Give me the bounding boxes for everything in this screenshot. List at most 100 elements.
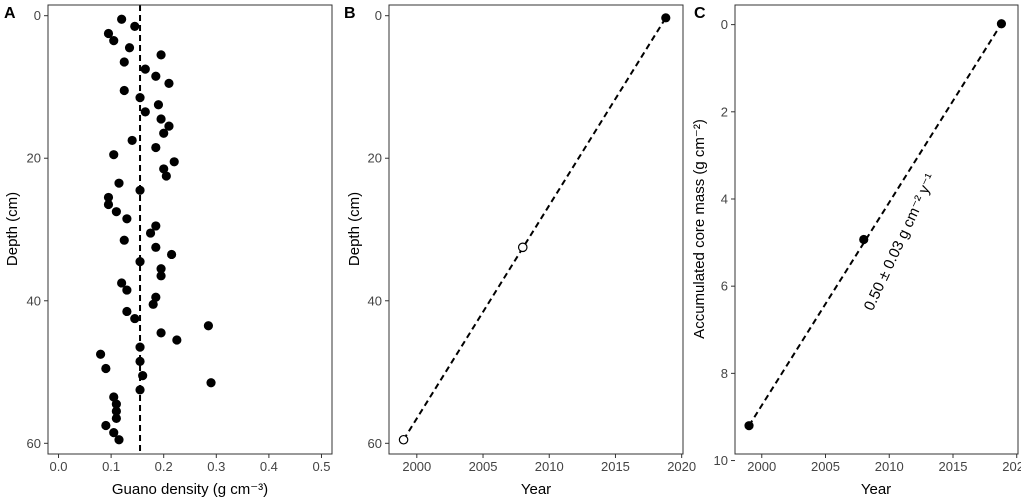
- panel-c-x-axis: 2000 2005 2010 2015 2020: [747, 454, 1021, 474]
- panel-a-data-point: [103, 28, 114, 39]
- panel-b-x-tick-label: 2020: [667, 459, 696, 474]
- panel-c-y-tick-label: 8: [721, 366, 728, 381]
- panel-a-data-point: [140, 64, 150, 74]
- panel-a-data-point: [101, 363, 111, 374]
- panel-c-frame: [734, 4, 1019, 455]
- panel-a-y-title: Depth (cm): [4, 192, 21, 266]
- panel-c: C 2000 2005 2010 2015 2020 0 2 4 6 8 10 Year Accu…: [691, 4, 1021, 498]
- panel-c-letter: C: [694, 5, 706, 22]
- panel-a-data-point: [119, 57, 129, 67]
- panel-a-letter: A: [4, 5, 16, 22]
- panel-c-y-tick-label: 0: [721, 17, 728, 32]
- panel-c-rate-annotation: 0.50 ± 0.03 g cm⁻² y⁻¹: [861, 171, 939, 313]
- panel-a-data-point: [117, 14, 127, 24]
- panel-b-points: [398, 13, 671, 445]
- panel-c-x-tick-label: 2010: [875, 459, 904, 474]
- panel-a-x-tick-label: 0.4: [260, 459, 278, 474]
- panel-a-data-point: [119, 85, 129, 96]
- panel-a-data-point: [164, 121, 174, 131]
- panel-a-data-point: [111, 207, 121, 217]
- panel-b-frame: [388, 4, 684, 455]
- panel-a-y-tick-label: 20: [27, 151, 41, 166]
- panel-c-x-tick-label: 2005: [811, 459, 840, 474]
- panel-a-data-point: [114, 435, 124, 445]
- panel-a-data-point: [156, 271, 166, 281]
- panel-a-data-point: [140, 107, 150, 117]
- panel-c-data-point: [996, 19, 1007, 29]
- panel-a-y-tick-label: 60: [27, 436, 41, 451]
- panel-a-y-axis: 0 20 40 60: [27, 8, 48, 451]
- panel-a-data-point: [101, 420, 111, 431]
- panel-a-data-point: [153, 100, 164, 110]
- panel-b: B 2000 2005 2010 2015 2020 0 20 40 60 Year Dept…: [344, 4, 696, 498]
- panel-b-x-tick-label: 2010: [535, 459, 564, 474]
- panel-c-x-title: Year: [861, 481, 891, 498]
- panel-a-y-tick-label: 40: [27, 293, 41, 308]
- panel-b-y-tick-label: 0: [375, 8, 382, 23]
- panel-a-x-tick-label: 0.5: [312, 459, 330, 474]
- panel-c-y-tick-label: 2: [721, 104, 728, 119]
- panel-a-data-point: [159, 128, 169, 138]
- panel-a-data-point: [103, 199, 114, 210]
- panel-a-data-point: [124, 43, 135, 53]
- panel-a-x-title: Guano density (g cm⁻³): [112, 481, 268, 498]
- panel-a-data-point: [127, 135, 137, 146]
- panel-a-points: [95, 14, 216, 445]
- panel-c-x-tick-label: 2000: [747, 459, 776, 474]
- panel-c-y-tick-label: 4: [721, 191, 728, 206]
- panel-c-y-tick-label: 6: [721, 279, 728, 294]
- panel-c-x-tick-label: 2020: [1002, 459, 1021, 474]
- panel-a-x-axis: 0.0 0.1 0.2 0.3 0.4 0.5: [49, 454, 331, 474]
- panel-c-fit-line: [748, 23, 1003, 427]
- panel-a-x-tick-label: 0.0: [49, 459, 67, 474]
- panel-c-x-tick-label: 2015: [939, 459, 968, 474]
- panel-b-x-title: Year: [521, 481, 551, 498]
- panel-a-data-point: [109, 36, 119, 46]
- panel-a-data-point: [151, 221, 161, 231]
- panel-a-y-tick-label: 0: [34, 8, 41, 23]
- panel-c-y-tick-label: 10: [714, 453, 728, 468]
- panel-b-y-title: Depth (cm): [346, 192, 363, 266]
- panel-a-data-point: [164, 78, 174, 88]
- panel-a-data-point: [117, 278, 127, 288]
- panel-b-letter: B: [344, 5, 356, 22]
- panel-a-data-point: [122, 214, 132, 224]
- panel-b-y-tick-label: 60: [368, 436, 382, 451]
- panel-a-data-point: [95, 349, 106, 359]
- panel-a-data-point: [130, 313, 140, 324]
- panel-a-data-point: [130, 21, 140, 31]
- panel-a: A 0.0 0.1 0.2 0.3 0.4 0.5 0 20 40 60 Guano densi…: [4, 4, 333, 498]
- panel-a-x-tick-label: 0.1: [102, 459, 120, 474]
- panel-a-data-point: [122, 306, 132, 317]
- panel-a-data-point: [169, 157, 179, 167]
- panel-a-data-point: [166, 249, 177, 260]
- panel-a-data-point: [111, 413, 121, 423]
- panel-a-data-point: [122, 285, 132, 295]
- panel-c-data-point: [744, 421, 754, 431]
- panel-a-x-tick-label: 0.2: [155, 459, 173, 474]
- panel-b-data-point: [398, 434, 409, 445]
- panel-b-fit-line: [402, 17, 667, 441]
- panel-b-x-tick-label: 2005: [469, 459, 498, 474]
- panel-c-data-point: [859, 234, 869, 245]
- panel-a-frame: [47, 4, 333, 455]
- panel-a-data-point: [172, 335, 182, 345]
- panel-a-data-point: [156, 114, 166, 124]
- panel-b-data-point: [517, 242, 528, 253]
- panel-a-data-point: [151, 242, 161, 252]
- panel-a-data-point: [151, 142, 161, 153]
- panel-a-data-point: [109, 428, 119, 438]
- panel-a-data-point: [114, 178, 124, 188]
- panel-b-y-axis: 0 20 40 60: [368, 8, 389, 451]
- panel-a-data-point: [206, 378, 216, 388]
- panel-a-data-point: [161, 171, 171, 181]
- panel-c-y-title: Accumulated core mass (g cm⁻²): [691, 119, 708, 339]
- panel-a-x-tick-label: 0.3: [207, 459, 225, 474]
- panel-a-data-point: [148, 299, 158, 309]
- panel-a-data-point: [145, 228, 156, 238]
- panel-b-x-tick-label: 2000: [402, 459, 431, 474]
- panel-a-data-point: [203, 321, 214, 331]
- panel-b-x-tick-label: 2015: [601, 459, 630, 474]
- panel-b-y-tick-label: 20: [368, 151, 382, 166]
